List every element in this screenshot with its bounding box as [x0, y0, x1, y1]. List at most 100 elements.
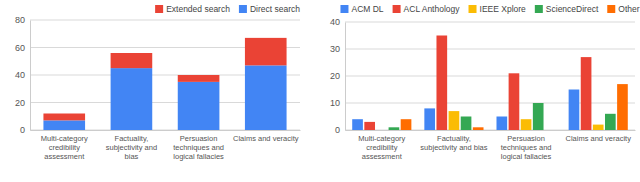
bar: [401, 119, 412, 130]
legend-label: Extended search: [166, 4, 230, 14]
x-axis-line: [31, 130, 301, 131]
grid: [30, 20, 300, 130]
x-tick-label-line: Claims and veracity: [565, 134, 631, 143]
bar: [461, 117, 472, 131]
bar: [496, 117, 507, 131]
bar: [245, 65, 287, 130]
y-tick-label: 30: [330, 44, 340, 54]
legend-item: ACM DL: [340, 4, 383, 14]
y-tick-label: 0: [20, 125, 25, 135]
legend: ACM DL ACL Anthology IEEE Xplore ScienceDir…: [340, 4, 639, 14]
y-tick: 40: [15, 70, 30, 80]
bars: [352, 36, 628, 131]
legend: Extended search Direct search: [155, 4, 300, 14]
x-tick: Claims and veracity: [233, 130, 299, 143]
bar: [605, 114, 616, 130]
y-axis-line: [345, 23, 346, 131]
legend-swatch: [393, 5, 401, 13]
chart: 0 20 40 60 80 Multi-categorycredibilityassess…: [15, 4, 301, 161]
y-tick: 0: [20, 125, 30, 135]
bar: [111, 53, 153, 68]
bar: [617, 84, 628, 130]
bar: [449, 111, 460, 130]
x-tick: Persuasiontechniques andlogical fallacie…: [173, 130, 224, 161]
x-tick-label: Factuality,subjectivity andbias: [106, 134, 157, 160]
legend-swatch: [469, 5, 477, 13]
bar: [376, 130, 387, 131]
legend-label: ScienceDirect: [546, 4, 599, 14]
y-axis: 0 20 40 60 80: [15, 15, 31, 135]
x-tick-label-line: bias: [125, 152, 139, 161]
bar: [364, 122, 375, 130]
bar: [545, 130, 556, 131]
y-axis-line: [30, 21, 31, 131]
y-tick: 0: [335, 125, 345, 135]
y-tick: 10: [330, 98, 345, 108]
bar: [389, 127, 400, 130]
y-axis: 0 10 20 30 40: [330, 17, 346, 135]
grid-line: [345, 76, 635, 77]
legend-swatch: [155, 5, 163, 13]
y-tick-label: 20: [15, 98, 25, 108]
x-tick: Persuasiontechniques andlogical fallacie…: [501, 130, 552, 161]
x-axis: Multi-categorycredibilityassessment Factu…: [346, 130, 636, 161]
x-tick-label: Persuasiontechniques andlogical fallacie…: [173, 134, 224, 160]
legend-swatch: [239, 5, 247, 13]
x-axis: Multi-categorycredibilityassessment Factu…: [31, 130, 301, 161]
y-tick-label: 0: [335, 125, 340, 135]
x-tick-label-line: subjectivity and bias: [420, 143, 487, 152]
legend-label: Other: [618, 4, 639, 14]
legend-swatch: [607, 5, 615, 13]
legend-item: IEEE Xplore: [469, 4, 527, 14]
grid: [345, 22, 635, 130]
y-tick: 40: [330, 17, 345, 27]
bar: [178, 82, 220, 130]
x-tick-label-line: Claims and veracity: [233, 134, 299, 143]
legend-item: Direct search: [239, 4, 300, 14]
legend-item: ScienceDirect: [535, 4, 599, 14]
x-tick-label: Multi-categorycredibilityassessment: [358, 134, 405, 160]
x-tick-label-line: assessment: [362, 152, 403, 161]
bar: [569, 90, 580, 131]
legend-item: Extended search: [155, 4, 230, 14]
grid-line: [345, 49, 635, 50]
x-tick: Claims and veracity: [565, 130, 631, 143]
bar: [436, 36, 447, 131]
y-tick-label: 40: [15, 70, 25, 80]
bar: [533, 103, 544, 130]
x-tick: Factuality,subjectivity and bias: [420, 130, 487, 152]
bar: [473, 127, 484, 130]
x-tick-label: Multi-categorycredibilityassessment: [41, 134, 88, 160]
y-tick: 20: [15, 98, 30, 108]
bar: [178, 75, 220, 82]
legend-label: IEEE Xplore: [480, 4, 527, 14]
x-tick: Multi-categorycredibilityassessment: [41, 130, 88, 161]
y-tick-label: 10: [330, 98, 340, 108]
chart: 0 10 20 30 40 Multi-categorycredibilityassess…: [330, 4, 640, 161]
grid-line: [345, 22, 635, 23]
x-tick-label-line: logical fallacies: [501, 152, 552, 161]
legend-swatch: [535, 5, 543, 13]
bar: [509, 73, 520, 130]
legend-label: ACL Anthology: [404, 4, 461, 14]
y-tick: 30: [330, 44, 345, 54]
x-tick: Multi-categorycredibilityassessment: [358, 130, 405, 161]
y-tick-label: 60: [15, 43, 25, 53]
x-tick-label: Persuasiontechniques andlogical fallacie…: [501, 134, 552, 160]
x-tick-label: Factuality,subjectivity and bias: [420, 134, 487, 152]
y-tick-label: 40: [330, 17, 340, 27]
legend-label: Direct search: [250, 4, 300, 14]
y-tick: 80: [15, 15, 30, 25]
x-axis-line: [346, 130, 636, 131]
legend-swatch: [340, 5, 348, 13]
bar: [581, 57, 592, 130]
y-tick-label: 20: [330, 71, 340, 81]
x-tick-label: Claims and veracity: [565, 134, 631, 143]
bars: [43, 38, 286, 130]
x-tick-label: Claims and veracity: [233, 134, 299, 143]
legend-item: Other: [607, 4, 639, 14]
grid-line: [345, 130, 635, 131]
x-tick-label-line: logical fallacies: [173, 152, 224, 161]
bar: [521, 119, 532, 130]
grid-line: [345, 103, 635, 104]
